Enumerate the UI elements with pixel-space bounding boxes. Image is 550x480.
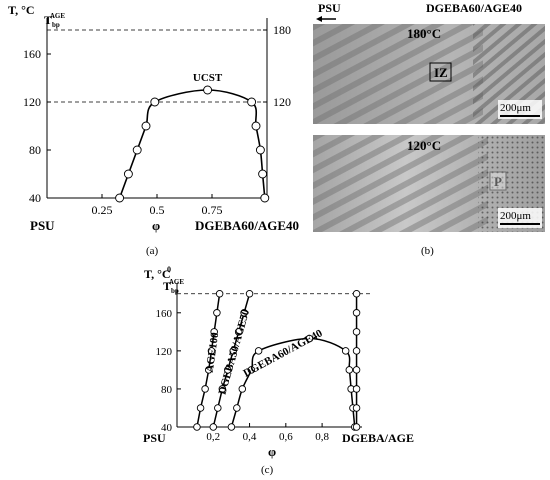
chart-c-data-point bbox=[245, 290, 254, 298]
micro-bottom-zone-label: P bbox=[494, 174, 502, 189]
chart-c-data-point bbox=[352, 404, 361, 412]
chart-a-ylabel: T, °C bbox=[8, 3, 35, 17]
micro-top-scale-bg bbox=[498, 100, 542, 119]
chart-c-ylabel: T, °C bbox=[144, 267, 171, 281]
chart-c-data-point bbox=[193, 423, 201, 431]
chart-c-data-point bbox=[209, 423, 218, 431]
micro-bottom-scale-label: 200μm bbox=[500, 210, 531, 222]
chart-a-data-point bbox=[203, 85, 213, 95]
chart-c-xlabel: φ bbox=[268, 444, 276, 459]
micro-right-header: DGEBA60/AGE40 bbox=[426, 1, 522, 15]
chart-c-left-label: PSU bbox=[143, 431, 166, 445]
chart-c-data-point bbox=[214, 404, 222, 412]
micro-top-scale-label: 200μm bbox=[500, 102, 531, 114]
chart-c-y-tick-label: 120 bbox=[156, 346, 173, 358]
chart-c-series-label: AGE100 bbox=[204, 331, 222, 373]
chart-c-data-point bbox=[215, 290, 224, 298]
chart-c-data-point bbox=[234, 328, 243, 336]
chart-c-data-point bbox=[210, 328, 218, 336]
chart-c-data-point bbox=[201, 385, 209, 393]
chart-c-data-point bbox=[247, 366, 256, 374]
chart-c-data-point bbox=[238, 385, 247, 393]
chart-c-data-point bbox=[352, 309, 361, 317]
micro-bottom-temperature: 120°C bbox=[407, 138, 441, 153]
chart-a-left-label: PSU bbox=[30, 218, 55, 233]
chart-c-y-tick-label: 160 bbox=[156, 308, 173, 320]
chart-a-data-point bbox=[132, 145, 142, 155]
chart-c-data-point bbox=[207, 347, 216, 355]
chart-a-bp-label: TbpAGE bbox=[44, 12, 65, 29]
chart-a-y-tick-label: 160 bbox=[23, 47, 41, 61]
chart-c-bp-label: TbpAGE bbox=[163, 278, 184, 295]
chart-a-right-tick-label: 120 bbox=[273, 95, 291, 109]
chart-c-y-tick-label: 40 bbox=[161, 422, 173, 434]
chart-c-data-point bbox=[352, 290, 361, 298]
chart-c-data-point bbox=[218, 385, 227, 393]
chart-a-panel-label: (a) bbox=[146, 245, 159, 257]
chart-c-y-tick-label: 80 bbox=[161, 384, 173, 396]
chart-c-x-tick-label: 0,8 bbox=[315, 431, 329, 443]
chart-a-data-point bbox=[260, 193, 270, 203]
micro-top-zone-box bbox=[429, 62, 452, 82]
chart-c-data-point bbox=[352, 366, 361, 374]
chart-c-x-tick-label: 0,4 bbox=[243, 431, 257, 443]
chart-c-data-point bbox=[254, 347, 263, 355]
chart-c-data-point bbox=[240, 309, 248, 317]
micro-panel-label: (b) bbox=[421, 245, 434, 257]
chart-c-data-point bbox=[352, 347, 361, 355]
chart-a-data-point bbox=[141, 121, 151, 131]
chart-a-data-point bbox=[255, 145, 265, 155]
chart-a-annotation: UCST bbox=[193, 72, 223, 84]
chart-a-y-tick-label: 40 bbox=[29, 191, 41, 205]
chart-c-data-point bbox=[227, 423, 236, 431]
chart-a-data-point bbox=[251, 121, 261, 131]
chart-c-data-point bbox=[352, 385, 361, 393]
chart-c-data-point bbox=[341, 347, 350, 355]
chart-a-data-point bbox=[247, 97, 257, 107]
chart-a-x-tick-label: 0.75 bbox=[202, 203, 223, 217]
chart-a-x-tick-label: 0.5 bbox=[150, 203, 165, 217]
micro-bottom-zone-box bbox=[489, 171, 507, 191]
chart-a-right-label: DGEBA60/AGE40 bbox=[195, 218, 299, 233]
chart-c-series-label: DGEBA50/AGE50 bbox=[216, 308, 252, 396]
chart-c-data-point bbox=[305, 334, 314, 343]
chart-a-y-tick-label: 120 bbox=[23, 95, 41, 109]
micrograph-top bbox=[313, 24, 545, 124]
chart-c-x-tick-label: 0,2 bbox=[206, 431, 220, 443]
chart-a-data-point bbox=[150, 97, 160, 107]
chart-c-data-point bbox=[345, 366, 354, 374]
chart-c-right-label: DGEBA/AGE bbox=[342, 431, 414, 445]
arrow-head-icon bbox=[316, 16, 322, 22]
chart-c-data-point bbox=[204, 366, 213, 374]
chart-c-ylabel-sup: 0 bbox=[167, 265, 171, 274]
chart-a-right-tick-label: 180 bbox=[273, 23, 291, 37]
chart-a-y-tick-label: 80 bbox=[29, 143, 41, 157]
chart-c-data-point bbox=[213, 309, 221, 317]
chart-c-data-point bbox=[196, 404, 205, 412]
chart-c-data-point bbox=[224, 366, 232, 374]
chart-a-data-point bbox=[123, 169, 133, 179]
chart-c-x-tick-label: 0,6 bbox=[279, 431, 293, 443]
chart-c-data-point bbox=[352, 423, 361, 431]
chart-c-panel-label: (c) bbox=[261, 464, 274, 476]
chart-c-ylabel-text: T, °C bbox=[144, 267, 171, 281]
chart-c-data-point bbox=[233, 404, 241, 412]
chart-a-data-point bbox=[258, 169, 268, 179]
chart-c-data-point bbox=[229, 347, 237, 355]
micro-left-header: PSU bbox=[318, 1, 341, 15]
chart-c-series-label: DGEBA60/AGE40 bbox=[241, 327, 325, 380]
chart-a-x-tick-label: 0.25 bbox=[92, 203, 113, 217]
micro-top-zone-label: IZ bbox=[434, 65, 448, 80]
chart-c-data-point bbox=[352, 328, 361, 336]
chart-a-data-point bbox=[115, 193, 125, 203]
micro-top-temperature: 180°C bbox=[407, 26, 441, 41]
chart-a-xlabel: φ bbox=[152, 218, 160, 233]
